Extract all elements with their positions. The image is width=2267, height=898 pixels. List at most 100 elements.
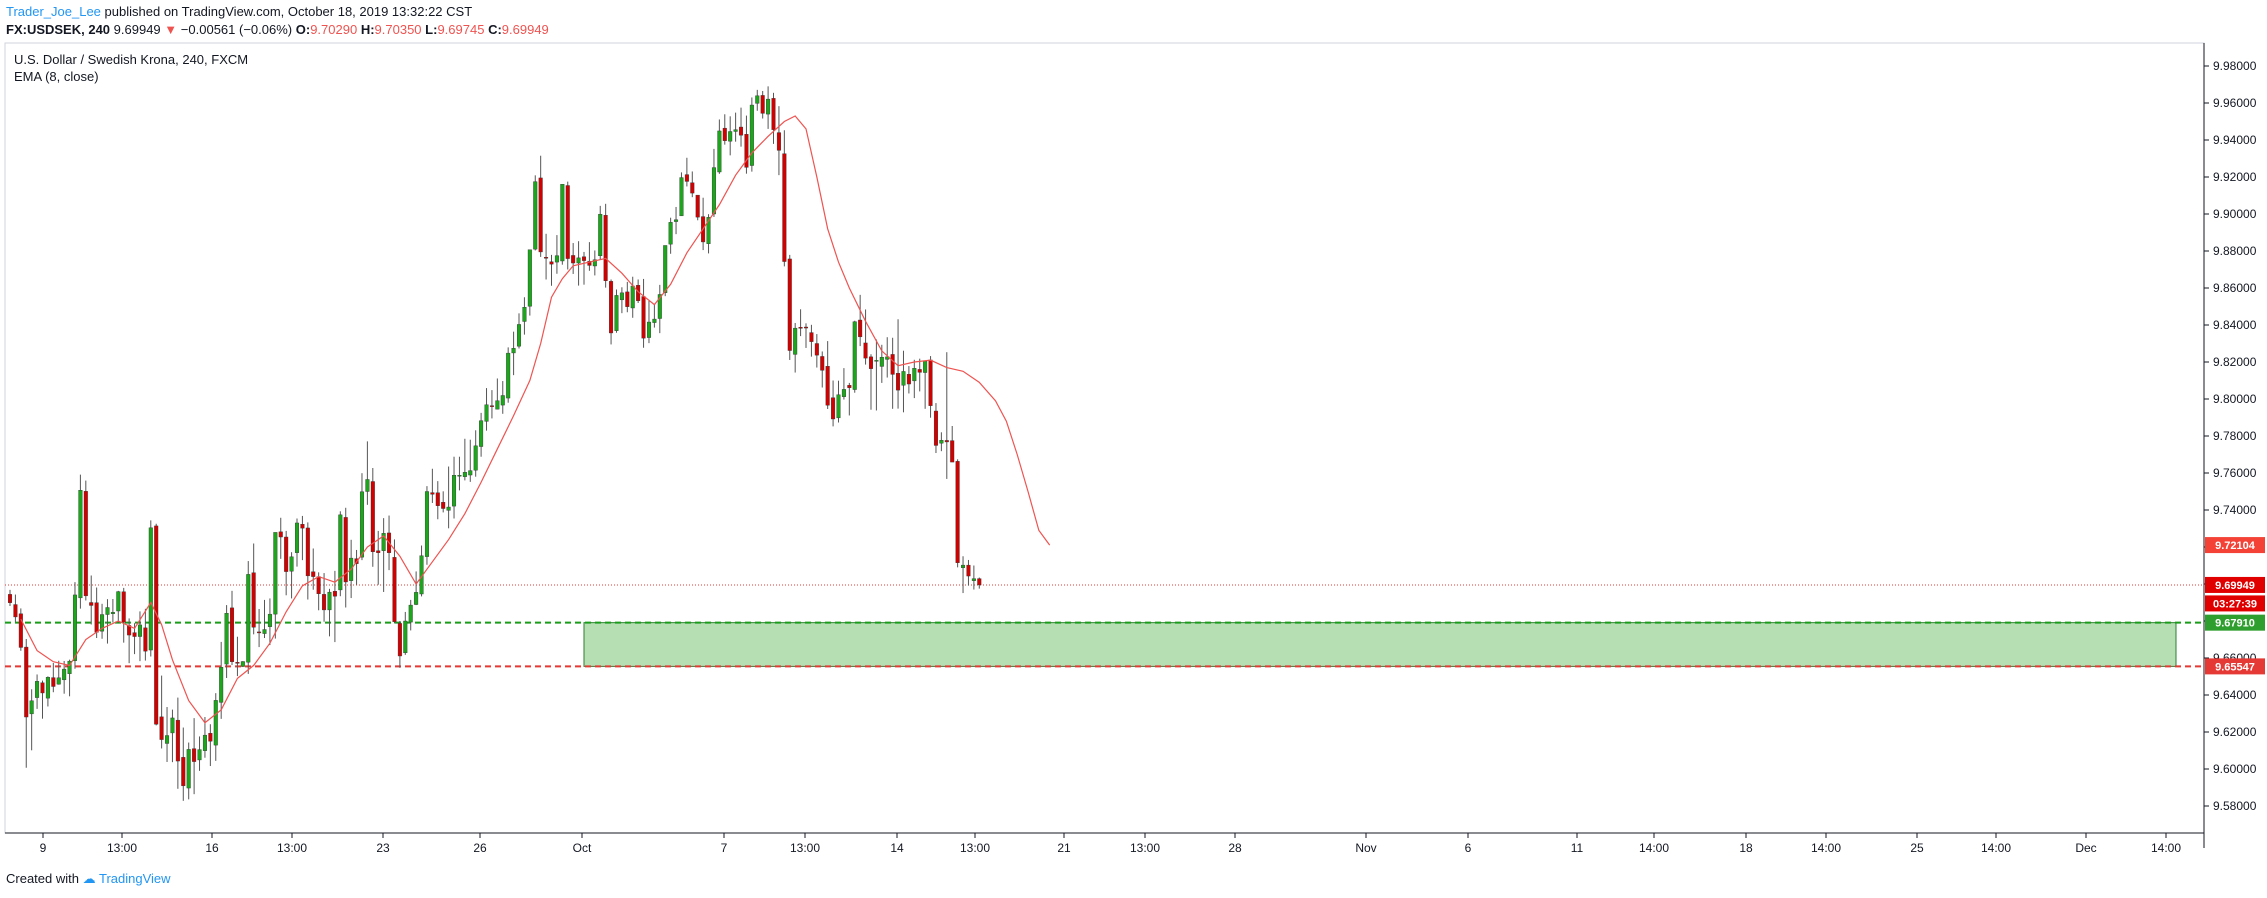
candle <box>630 276 635 318</box>
candle <box>565 181 570 270</box>
candle <box>300 515 305 561</box>
candle-body <box>814 343 819 356</box>
time-tick-label: Nov <box>1355 841 1376 855</box>
price-tick-label: 9.88000 <box>2213 244 2257 258</box>
candle <box>695 194 700 221</box>
candle <box>94 587 99 639</box>
candle-body <box>251 572 256 628</box>
published-text: published on TradingView.com, October 18… <box>104 4 473 19</box>
time-tick-label: 26 <box>473 841 487 855</box>
candle-body <box>950 440 955 463</box>
price-label-bg <box>2205 595 2265 612</box>
price-label-text: 03:27:39 <box>2213 598 2257 610</box>
candle <box>804 323 809 348</box>
symbol-label: FX:USDSEK, 240 <box>6 22 111 37</box>
candle <box>711 148 716 217</box>
candle-body <box>311 571 316 577</box>
candle <box>56 660 61 685</box>
candle-body <box>674 219 679 222</box>
price-change: −0.00561 (−0.06%) <box>180 22 293 37</box>
candle <box>549 254 554 286</box>
candle-body <box>744 134 749 168</box>
candle <box>852 320 857 393</box>
candle <box>322 573 327 622</box>
candle-body <box>906 374 911 385</box>
candle-body <box>722 127 727 141</box>
candle <box>316 572 321 611</box>
candle <box>950 426 955 463</box>
candle <box>890 337 895 409</box>
candle <box>560 184 565 265</box>
candle-body <box>858 319 863 338</box>
candle <box>787 254 792 360</box>
candle-body <box>695 194 700 218</box>
candle <box>430 468 435 503</box>
author-link[interactable]: Trader_Joe_Lee <box>6 4 101 19</box>
candle-body <box>18 613 23 648</box>
candle <box>614 289 619 333</box>
candle <box>912 359 917 399</box>
candle <box>246 561 251 674</box>
candle <box>452 456 457 519</box>
candle <box>782 130 787 267</box>
candle <box>159 675 164 749</box>
candle-body <box>213 700 218 746</box>
candle-body <box>235 662 240 664</box>
time-tick-label: 13:00 <box>107 841 137 855</box>
candle-body <box>154 525 159 725</box>
candle-body <box>679 177 684 217</box>
candle-body <box>517 324 522 347</box>
candle <box>343 507 348 608</box>
time-axis[interactable]: 9 13:00 16 13:00 23 26 Oct 7 13:00 14 13:00 21 13:00… <box>40 833 2182 855</box>
candle <box>392 539 397 624</box>
time-tick-label: 14:00 <box>1811 841 1841 855</box>
candle <box>72 582 77 669</box>
candle <box>581 251 586 285</box>
candle-body <box>966 564 971 577</box>
price-label-badge: 9.67910 <box>2205 614 2265 631</box>
candle <box>397 621 402 668</box>
candle <box>841 368 846 400</box>
candle <box>701 197 706 251</box>
candle <box>527 249 532 316</box>
price-label-text: 9.72104 <box>2215 540 2256 552</box>
candle-body <box>170 717 175 734</box>
price-label-text: 9.69949 <box>2215 580 2255 592</box>
candle-body <box>208 733 213 742</box>
price-label-bg <box>2205 576 2265 593</box>
candle <box>267 598 272 646</box>
candle-body <box>657 294 662 319</box>
tradingview-brand-link[interactable]: TradingView <box>99 871 171 886</box>
candle-body <box>181 757 186 787</box>
candle-body <box>668 222 673 245</box>
time-tick-label: 11 <box>1571 841 1584 855</box>
candle-body <box>571 255 576 264</box>
candle <box>7 589 12 607</box>
candle-body <box>863 342 868 359</box>
candle-body <box>896 373 901 391</box>
candle-body <box>527 249 532 307</box>
ema-layer <box>20 115 1051 724</box>
candle-body <box>365 479 370 492</box>
price-axis[interactable]: 9.580009.600009.620009.640009.660009.680… <box>2204 59 2257 813</box>
candle-body <box>35 681 40 698</box>
candle-body <box>219 667 224 703</box>
candle-body <box>625 291 630 307</box>
candle <box>403 611 408 655</box>
candle <box>89 575 94 625</box>
candle-body <box>554 255 559 263</box>
candle <box>863 309 868 365</box>
candle-body <box>923 361 928 373</box>
candle-body <box>278 531 283 538</box>
candle <box>327 588 332 637</box>
candle-body <box>836 394 841 419</box>
candle <box>901 350 906 413</box>
last-price: 9.69949 <box>113 22 161 37</box>
price-label-badge: 9.72104 <box>2205 537 2265 554</box>
candle-body <box>544 257 549 259</box>
candle-body <box>771 98 776 130</box>
candle <box>760 90 765 119</box>
candle <box>690 171 695 198</box>
time-tick-label: 13:00 <box>790 841 820 855</box>
